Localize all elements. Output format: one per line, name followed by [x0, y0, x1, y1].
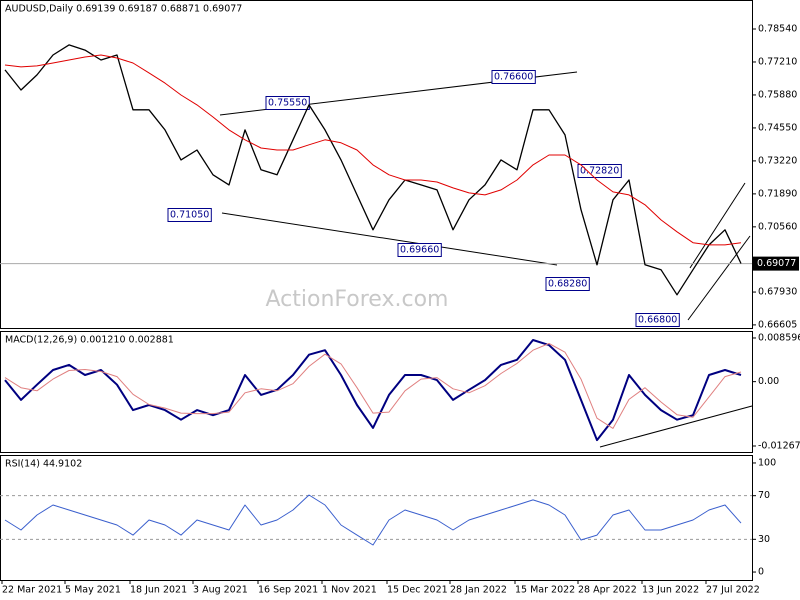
y-tick-label: 70 — [758, 490, 770, 501]
annotation: 0.66800 — [638, 315, 677, 326]
x-tick-label: 1 Nov 2021 — [322, 585, 377, 596]
rsi-header: RSI(14) 44.9102 — [5, 459, 82, 470]
macd-panel — [0, 331, 753, 453]
x-tick-label: 28 Apr 2022 — [578, 585, 637, 596]
y-tick-label: 0.77210 — [758, 56, 797, 67]
y-tick-label: 0.75880 — [758, 89, 797, 100]
annotation: 0.71050 — [170, 210, 209, 221]
x-tick-label: 13 Jun 2022 — [642, 585, 699, 596]
x-tick-label: 16 Sep 2021 — [258, 585, 318, 596]
y-tick-label: 0.70560 — [758, 221, 797, 232]
x-tick-label: 15 Dec 2021 — [387, 585, 448, 596]
y-tick-label: 0.74550 — [758, 122, 797, 133]
last-price-tag — [753, 256, 799, 271]
series-line — [4, 343, 742, 429]
price-panel — [0, 0, 753, 329]
annotation-box — [545, 277, 590, 291]
annotation-box — [491, 70, 536, 84]
x-tick-label: 28 Jan 2022 — [450, 585, 507, 596]
series-line — [4, 54, 742, 246]
annotation-box — [167, 208, 212, 222]
x-tick-label: 3 Aug 2021 — [193, 585, 248, 596]
y-tick-label: -0.01267 — [758, 441, 800, 452]
y-tick-label: 100 — [758, 457, 776, 468]
last-price-label: 0.69077 — [757, 258, 796, 269]
x-tick-label: 5 May 2021 — [65, 585, 121, 596]
annotation-box — [265, 96, 310, 110]
series-line — [4, 339, 742, 442]
annotation: 0.72820 — [580, 166, 619, 177]
y-tick-label: 0.71890 — [758, 188, 797, 199]
macd-header: MACD(12,26,9) 0.001210 0.002881 — [5, 335, 174, 346]
y-tick-label: 0.008596 — [758, 332, 800, 343]
trend-line — [689, 182, 746, 269]
trend-line — [599, 405, 753, 448]
x-tick-label: 22 Mar 2021 — [2, 585, 62, 596]
y-tick-label: 30 — [758, 534, 770, 545]
trend-line — [687, 235, 751, 321]
y-tick-label: 0.66605 — [758, 319, 797, 330]
annotation: 0.75550 — [268, 98, 307, 109]
annotation-box — [635, 313, 680, 327]
y-tick-label: 0 — [758, 567, 764, 578]
watermark: ActionForex.com — [266, 287, 449, 312]
annotation: 0.68280 — [548, 279, 587, 290]
rsi-panel — [0, 455, 753, 581]
annotation: 0.69660 — [400, 245, 439, 256]
y-tick-label: 0.78540 — [758, 24, 797, 35]
y-tick-label: 0.73220 — [758, 155, 797, 166]
annotation-box — [577, 164, 622, 178]
y-tick-label: 0.67930 — [758, 287, 797, 298]
series-line — [4, 494, 742, 546]
annotation: 0.76600 — [494, 72, 533, 83]
x-tick-label: 27 Jul 2022 — [706, 585, 760, 596]
price-header: AUDUSD,Daily 0.69139 0.69187 0.68871 0.6… — [5, 4, 242, 15]
x-tick-label: 15 Mar 2022 — [515, 585, 575, 596]
annotation-box — [397, 243, 442, 257]
y-tick-label: 0.00 — [758, 376, 779, 387]
x-tick-label: 18 Jun 2021 — [130, 585, 187, 596]
trend-line — [221, 212, 558, 266]
annotations: 0.75550 0.76600 0.71050 0.69660 0.72820 … — [167, 70, 680, 327]
